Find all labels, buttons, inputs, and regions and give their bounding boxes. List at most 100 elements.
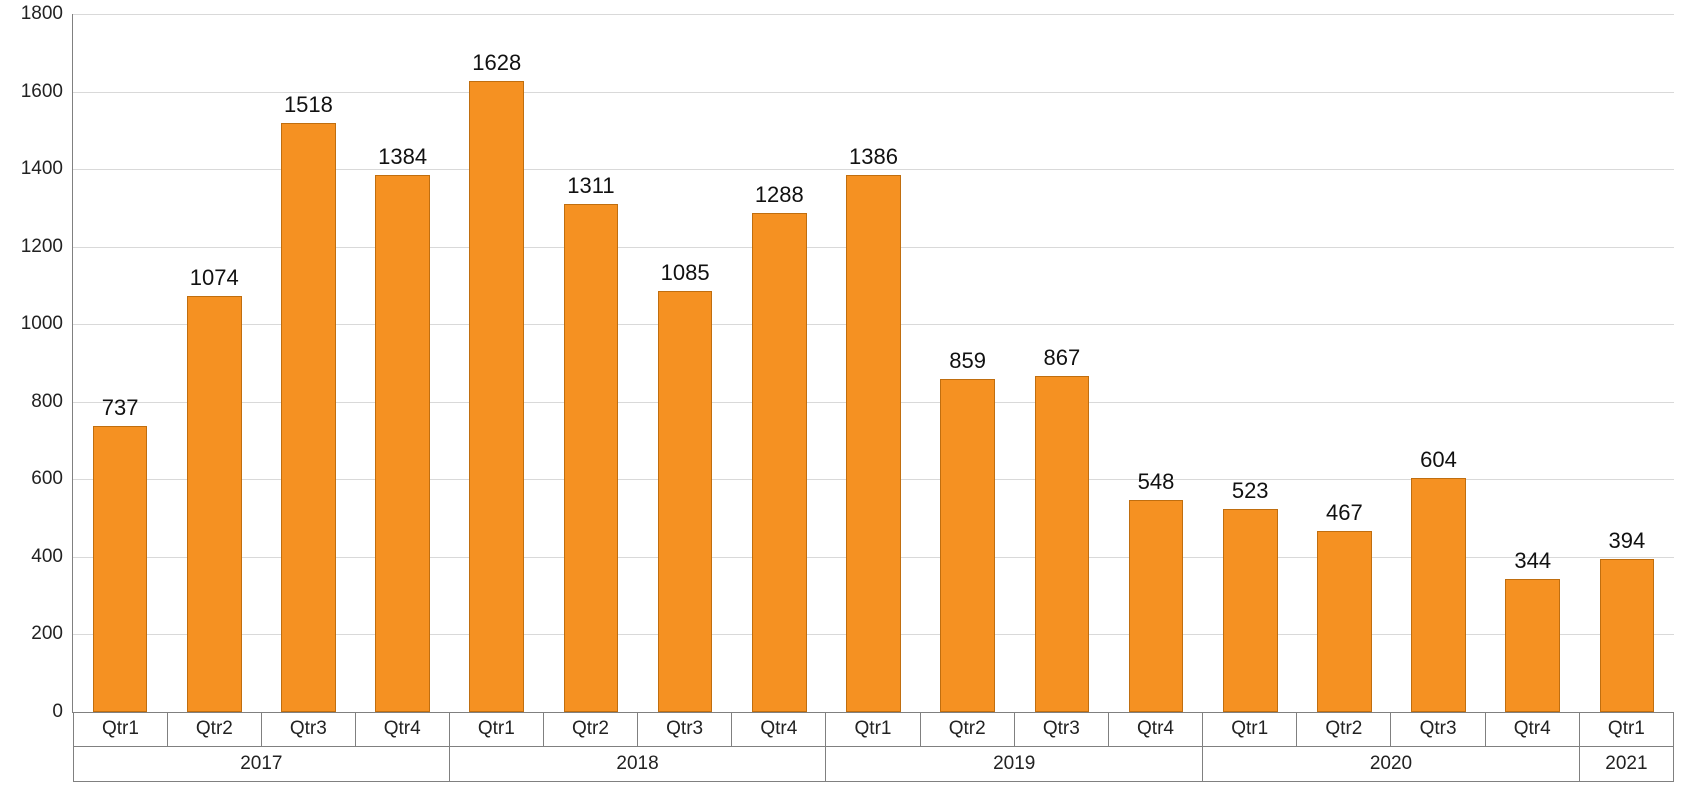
bar: 737 bbox=[93, 426, 148, 712]
quarter-label: Qtr1 bbox=[450, 712, 544, 746]
year-group: 737 1074 1518 1384 bbox=[73, 14, 450, 712]
bar: 1074 bbox=[187, 296, 242, 712]
x-year-group: Qtr12021 bbox=[1580, 712, 1674, 782]
quarter-label: Qtr3 bbox=[1015, 712, 1109, 746]
y-tick-label: 1200 bbox=[21, 236, 73, 258]
bar-value-label: 523 bbox=[1232, 478, 1269, 510]
bar-slot: 394 bbox=[1580, 14, 1674, 712]
bar-slot: 548 bbox=[1109, 14, 1203, 712]
bars-layer: 737 1074 1518 1384 1628 1311 1085 1288 1386 859 86… bbox=[73, 14, 1674, 712]
bar: 1384 bbox=[375, 175, 430, 712]
bar-value-label: 1518 bbox=[284, 92, 333, 124]
bar: 523 bbox=[1223, 509, 1278, 712]
year-label: 2018 bbox=[450, 747, 826, 781]
quarter-label: Qtr1 bbox=[74, 712, 168, 746]
bar: 604 bbox=[1411, 478, 1466, 712]
y-tick-label: 800 bbox=[31, 391, 73, 413]
quarterly-bar-chart: 0200400600800100012001400160018007371074… bbox=[0, 0, 1685, 798]
y-tick-label: 1400 bbox=[21, 158, 73, 180]
bar-value-label: 1085 bbox=[661, 260, 710, 292]
bar-value-label: 1386 bbox=[849, 144, 898, 176]
bar: 548 bbox=[1129, 500, 1184, 713]
quarter-label: Qtr1 bbox=[826, 712, 920, 746]
x-year-group: Qtr1Qtr2Qtr3Qtr42019 bbox=[826, 712, 1203, 782]
bar: 467 bbox=[1317, 531, 1372, 712]
bar-value-label: 467 bbox=[1326, 500, 1363, 532]
bar: 394 bbox=[1600, 559, 1655, 712]
bar-value-label: 604 bbox=[1420, 447, 1457, 479]
quarter-row: Qtr1Qtr2Qtr3Qtr4 bbox=[826, 712, 1202, 747]
bar-value-label: 859 bbox=[949, 348, 986, 380]
year-label: 2017 bbox=[74, 747, 449, 781]
year-group: 523 467 604 344 bbox=[1203, 14, 1580, 712]
quarter-label: Qtr1 bbox=[1580, 712, 1673, 746]
bar: 1311 bbox=[564, 204, 619, 712]
bar: 859 bbox=[940, 379, 995, 712]
year-group: 394 bbox=[1580, 14, 1674, 712]
bar: 1628 bbox=[469, 81, 524, 712]
bar-slot: 1518 bbox=[261, 14, 355, 712]
bar-value-label: 867 bbox=[1043, 345, 1080, 377]
quarter-row: Qtr1Qtr2Qtr3Qtr4 bbox=[1203, 712, 1579, 747]
bar-value-label: 548 bbox=[1138, 469, 1175, 501]
quarter-label: Qtr3 bbox=[638, 712, 732, 746]
year-label: 2019 bbox=[826, 747, 1202, 781]
bar-value-label: 394 bbox=[1609, 528, 1646, 560]
bar-slot: 467 bbox=[1297, 14, 1391, 712]
quarter-label: Qtr2 bbox=[1297, 712, 1391, 746]
quarter-label: Qtr3 bbox=[262, 712, 356, 746]
quarter-row: Qtr1 bbox=[1580, 712, 1673, 747]
y-tick-label: 200 bbox=[31, 623, 73, 645]
y-tick-label: 400 bbox=[31, 546, 73, 568]
year-group: 1386 859 867 548 bbox=[826, 14, 1203, 712]
x-year-group: Qtr1Qtr2Qtr3Qtr42020 bbox=[1203, 712, 1580, 782]
bar-slot: 1386 bbox=[826, 14, 920, 712]
quarter-row: Qtr1Qtr2Qtr3Qtr4 bbox=[74, 712, 449, 747]
quarter-label: Qtr2 bbox=[921, 712, 1015, 746]
bar-value-label: 1384 bbox=[378, 144, 427, 176]
y-tick-label: 0 bbox=[52, 701, 73, 723]
year-group: 1628 1311 1085 1288 bbox=[450, 14, 827, 712]
x-axis: Qtr1Qtr2Qtr3Qtr42017Qtr1Qtr2Qtr3Qtr42018… bbox=[73, 712, 1674, 782]
x-year-group: Qtr1Qtr2Qtr3Qtr42018 bbox=[450, 712, 827, 782]
bar: 867 bbox=[1035, 376, 1090, 712]
bar-slot: 344 bbox=[1486, 14, 1580, 712]
bar-value-label: 737 bbox=[102, 395, 139, 427]
bar-slot: 1628 bbox=[450, 14, 544, 712]
bar-value-label: 1628 bbox=[472, 50, 521, 82]
quarter-row: Qtr1Qtr2Qtr3Qtr4 bbox=[450, 712, 826, 747]
quarter-label: Qtr2 bbox=[168, 712, 262, 746]
bar: 1288 bbox=[752, 213, 807, 712]
plot-area: 0200400600800100012001400160018007371074… bbox=[72, 14, 1674, 713]
bar: 1518 bbox=[281, 123, 336, 712]
x-year-group: Qtr1Qtr2Qtr3Qtr42017 bbox=[73, 712, 450, 782]
quarter-label: Qtr4 bbox=[1109, 712, 1202, 746]
bar: 1085 bbox=[658, 291, 713, 712]
quarter-label: Qtr4 bbox=[732, 712, 825, 746]
bar-slot: 1384 bbox=[356, 14, 450, 712]
bar-slot: 859 bbox=[921, 14, 1015, 712]
bar-slot: 1074 bbox=[167, 14, 261, 712]
bar-slot: 604 bbox=[1391, 14, 1485, 712]
bar-value-label: 1288 bbox=[755, 182, 804, 214]
bar-slot: 867 bbox=[1015, 14, 1109, 712]
bar-slot: 1288 bbox=[732, 14, 826, 712]
bar: 344 bbox=[1505, 579, 1560, 712]
bar-value-label: 1074 bbox=[190, 265, 239, 297]
bar-slot: 523 bbox=[1203, 14, 1297, 712]
year-label: 2020 bbox=[1203, 747, 1579, 781]
bar: 1386 bbox=[846, 175, 901, 712]
bar-slot: 737 bbox=[73, 14, 167, 712]
quarter-label: Qtr2 bbox=[544, 712, 638, 746]
y-tick-label: 600 bbox=[31, 468, 73, 490]
bar-slot: 1085 bbox=[638, 14, 732, 712]
quarter-label: Qtr4 bbox=[1486, 712, 1579, 746]
quarter-label: Qtr3 bbox=[1391, 712, 1485, 746]
bar-slot: 1311 bbox=[544, 14, 638, 712]
bar-value-label: 1311 bbox=[567, 173, 614, 205]
y-tick-label: 1800 bbox=[21, 3, 73, 25]
quarter-label: Qtr4 bbox=[356, 712, 449, 746]
quarter-label: Qtr1 bbox=[1203, 712, 1297, 746]
year-label: 2021 bbox=[1580, 747, 1673, 781]
y-tick-label: 1600 bbox=[21, 81, 73, 103]
